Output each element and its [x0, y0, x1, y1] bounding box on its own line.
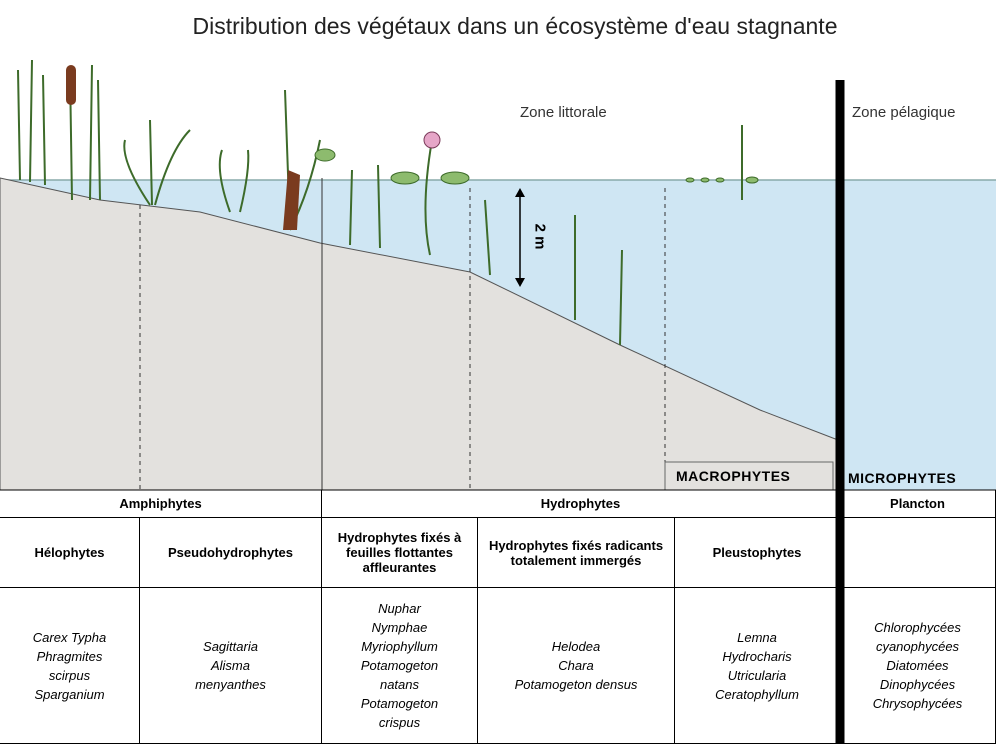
group-label: MACROPHYTES [676, 468, 791, 484]
species: Lemna [737, 629, 777, 645]
species: Myriophyllum [361, 639, 438, 654]
species: Chlorophycées [874, 620, 961, 635]
species: cyanophycées [875, 639, 960, 654]
species: Alisma [210, 658, 250, 673]
leaves [314, 148, 759, 185]
group-label: MICROPHYTES [848, 470, 957, 486]
species: Chara [558, 658, 594, 673]
flower [423, 131, 441, 149]
table-cell: Lemna Hydrocharis Utricularia Ceratophyllum [675, 588, 840, 744]
species: crispus [378, 715, 421, 730]
table-cell: Carex Typha Phragmites scirpus Sparganium [0, 588, 140, 744]
table-cell: Pleustophytes [675, 518, 840, 588]
arrow-head [515, 278, 525, 287]
table-cell: Chlorophycées cyanophycées Diatomées Dinoph… [840, 588, 996, 744]
species: Potamogeton densus [514, 677, 638, 692]
species: Ceratophyllum [715, 686, 799, 702]
species: Diatomées [886, 658, 949, 673]
title: Distribution des végétaux dans un écosys… [192, 13, 838, 39]
species: Helodea [551, 639, 601, 654]
species: scirpus [48, 667, 91, 683]
species: Dinophycées [879, 677, 956, 692]
table-cell: Hydrophytes fixés à feuilles flottantes … [322, 518, 478, 588]
table-cell: Amphiphytes [0, 490, 322, 518]
table-cell: Nuphar Nymphae Myriophyllum Potamogeton nata… [322, 588, 478, 744]
species: Hydrocharis [722, 648, 792, 664]
species: Phragmites [36, 648, 103, 664]
table-cell [840, 518, 996, 588]
species: natans [379, 677, 420, 692]
depth-label: 2 m [531, 223, 549, 250]
species: Sparganium [34, 686, 105, 702]
table-cell: Pseudohydrophytes [140, 518, 322, 588]
species: Nuphar [378, 601, 421, 616]
table-cell: Plancton [840, 490, 996, 518]
species: Potamogeton [360, 658, 439, 673]
cattail [66, 65, 76, 105]
species: Carex Typha [32, 629, 107, 645]
table-cell: Hélophytes [0, 518, 140, 588]
species: Sagittaria [203, 639, 258, 654]
zone-label: Zone littorale [520, 104, 607, 121]
species: menyanthes [195, 677, 266, 692]
table-cell: Hydrophytes fixés radicants totalement i… [478, 518, 675, 588]
trunk [283, 170, 300, 230]
species: Potamogeton [360, 696, 439, 711]
table-cell: Helodea Chara Potamogeton densus [478, 588, 675, 744]
species: Nymphae [371, 620, 428, 635]
table-cell: Sagittaria Alisma menyanthes [140, 588, 322, 744]
arrow-head [515, 188, 525, 197]
plants [17, 59, 743, 346]
table-cell: Hydrophytes [322, 490, 840, 518]
species: Utricularia [727, 667, 787, 683]
zone-label: Zone pélagique [852, 104, 956, 121]
species: Chrysophycées [872, 696, 963, 711]
